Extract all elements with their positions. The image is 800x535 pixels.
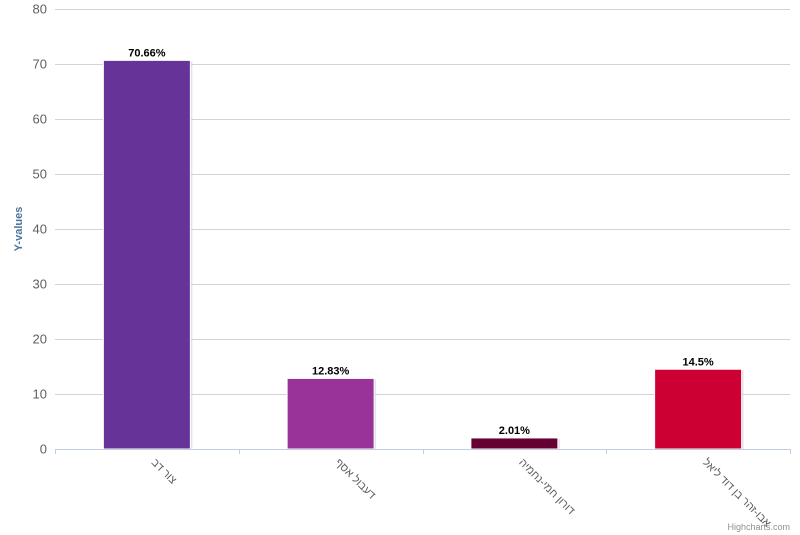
y-tick-label: 80 xyxy=(33,2,47,17)
y-tick-label: 0 xyxy=(40,442,47,457)
y-tick-label: 60 xyxy=(33,112,47,127)
x-axis-category-label: צור דב xyxy=(149,457,179,487)
y-tick-label: 70 xyxy=(33,57,47,72)
y-tick-label: 50 xyxy=(33,167,47,182)
y-axis-title: Y-values xyxy=(13,207,25,252)
data-label: 14.5% xyxy=(683,356,714,368)
x-axis-category-label: דורון חמי-נחמיה xyxy=(516,457,577,518)
x-axis-category-label: אבו-זהר בן דוד ליאל xyxy=(700,456,774,530)
data-label: 2.01% xyxy=(499,425,530,437)
data-label: 12.83% xyxy=(312,365,350,377)
y-tick-label: 40 xyxy=(33,222,47,237)
data-label: 70.66% xyxy=(128,47,166,59)
y-axis-ticks: 0 10 20 30 40 50 60 70 80 xyxy=(33,2,47,457)
bar[interactable] xyxy=(470,437,559,450)
x-axis-category-labels: צור דב דעבול אסף דורון חמי-נחמיה אבו-זהר בן… xyxy=(149,456,774,530)
bars xyxy=(102,59,744,451)
credits-link[interactable]: Highcharts.com xyxy=(727,522,790,532)
y-tick-label: 10 xyxy=(33,387,47,402)
bar[interactable] xyxy=(102,59,191,450)
bar[interactable] xyxy=(654,368,743,450)
x-axis-category-label: דעבול אסף xyxy=(333,456,379,502)
y-tick-label: 20 xyxy=(33,332,47,347)
y-tick-label: 30 xyxy=(33,277,47,292)
data-labels: 70.66% 12.83% 2.01% 14.5% xyxy=(128,47,714,437)
x-axis xyxy=(55,449,791,454)
bar[interactable] xyxy=(286,377,375,450)
